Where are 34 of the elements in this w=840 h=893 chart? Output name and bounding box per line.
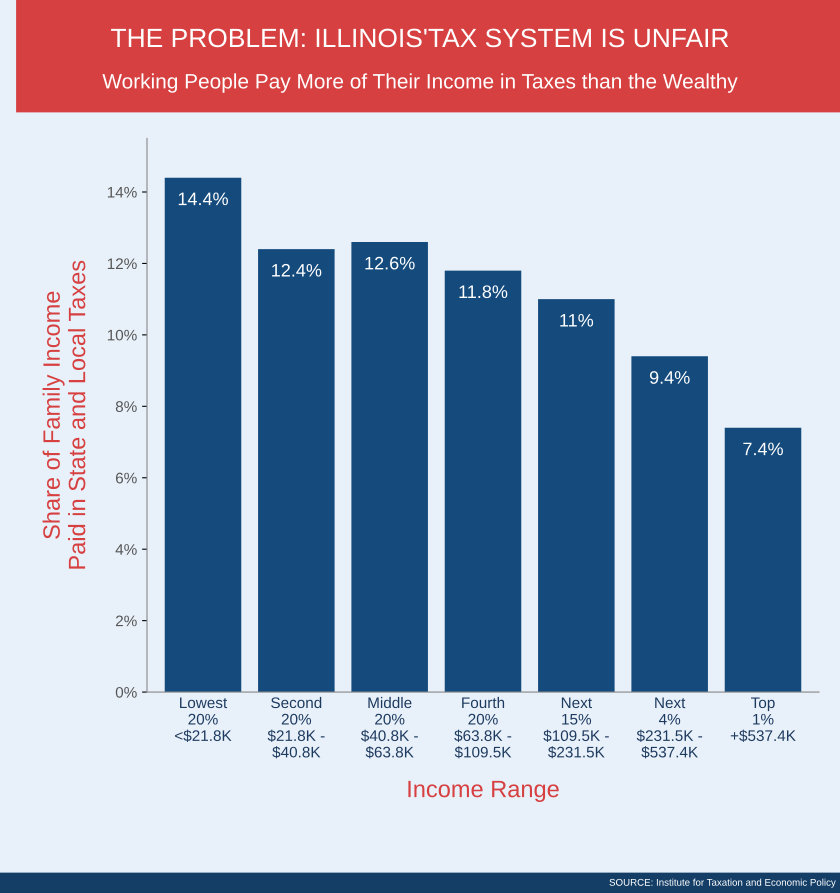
y-tick-label: 12%	[108, 258, 137, 270]
data-label: 7.4%	[743, 442, 783, 456]
bar	[631, 356, 708, 692]
x-tick-label: Second 20% $21.8K - $40.8K	[268, 696, 325, 758]
y-tick-label: 2%	[116, 616, 137, 626]
data-label: 11.8%	[459, 285, 508, 298]
source-note: SOURCE: Institute for Taxation and Economic Policy	[609, 878, 836, 888]
x-axis-title: Income Range	[408, 780, 559, 802]
data-label: 14.4%	[178, 192, 228, 206]
x-tick-label: Middle 20% $40.8K - $63.8K	[360, 696, 418, 758]
y-tick-label: 10%	[108, 330, 137, 341]
y-tick-label: 0%	[116, 686, 137, 698]
bar	[538, 299, 615, 692]
chart-title: THE PROBLEM: ILLINOIS'TAX SYSTEM IS UNFAIR	[111, 28, 728, 48]
chart-subtitle: Working People Pay More of Their Income in Taxes than the Wealthy	[102, 73, 738, 93]
x-tick-label: Lowest 20% <$21.8K	[175, 697, 232, 742]
data-label: 12.6%	[365, 256, 415, 270]
data-label: 9.4%	[650, 371, 690, 384]
bar	[444, 270, 522, 692]
x-tick-label: Fourth 20% $63.8K - $109.5K	[454, 696, 512, 758]
y-tick-label: 14%	[108, 186, 137, 198]
x-tick-label: Next 4% $231.5K - $537.4K	[636, 697, 702, 758]
y-tick-label: 4%	[116, 544, 137, 555]
bar	[164, 178, 242, 692]
x-tick-label: Top 1% +$537.4K	[730, 697, 796, 742]
bar	[724, 428, 802, 692]
bar	[258, 249, 335, 692]
y-tick-label: 6%	[116, 472, 137, 484]
y-axis-title: Share of Family Income Paid in State and Local Taxes	[42, 260, 86, 569]
y-tick-label: 8%	[116, 401, 137, 412]
data-label: 12.4%	[272, 264, 322, 277]
bar	[351, 242, 428, 692]
data-label: 11%	[560, 314, 594, 327]
x-tick-label: Next 15% $109.5K - $231.5K	[543, 697, 609, 758]
